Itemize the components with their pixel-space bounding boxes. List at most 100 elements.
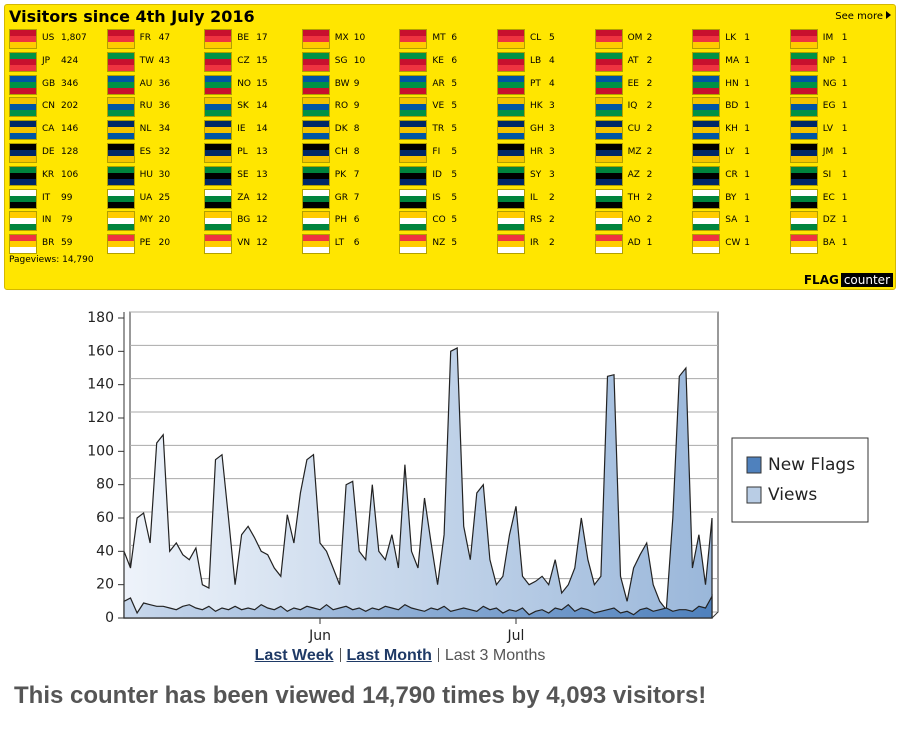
country-code: BD	[725, 101, 739, 112]
visitor-count: 5	[451, 192, 458, 203]
country-code: SY	[530, 169, 542, 180]
flag-icon	[399, 143, 428, 163]
y-tick-label: 60	[96, 510, 114, 526]
logo-flag: FLAG	[803, 273, 839, 287]
flag-icon	[301, 51, 330, 72]
country-code: BR	[42, 238, 55, 249]
flag-icon	[106, 97, 135, 118]
flag-icon	[204, 29, 233, 49]
flag-icon	[9, 120, 37, 141]
see-more-link[interactable]: See more	[835, 11, 891, 22]
flag-icon	[789, 74, 818, 95]
y-tick-label: 180	[87, 310, 114, 326]
current-range: Last 3 Months	[444, 647, 546, 664]
flag-icon	[301, 211, 330, 232]
visitor-count: 1	[744, 215, 750, 226]
country-code: LT	[334, 238, 345, 249]
visitor-count: 2	[646, 169, 653, 180]
chart: 0 20 40 60 80 100 120 140 160 180 Jun Jul New Flags…	[87, 310, 869, 644]
visitor-count: 2	[646, 78, 653, 89]
visitor-count: 346	[61, 78, 79, 89]
country-code: GB	[42, 78, 56, 89]
flag-icon	[399, 211, 428, 232]
flag-icon	[106, 165, 135, 186]
country-code: MA	[725, 55, 740, 66]
visitor-count: 2	[646, 215, 653, 226]
visitor-count: 32	[158, 147, 171, 157]
flag-icon	[301, 143, 330, 163]
visitor-count: 12	[256, 192, 268, 203]
link-last-week[interactable]: Last Week	[254, 647, 334, 664]
visitor-count: 13	[256, 169, 268, 180]
flag-icon	[399, 29, 428, 49]
flag-icon	[594, 51, 623, 72]
country-code: NG	[822, 78, 837, 89]
country-code: BE	[237, 33, 250, 43]
flag-icon	[497, 234, 525, 255]
legend-label: New Flags	[768, 455, 855, 475]
flag-icon	[399, 120, 428, 141]
country-code: MY	[139, 215, 153, 226]
flag-icon	[106, 234, 135, 255]
country-code: RU	[139, 101, 153, 112]
visitor-count: 1	[841, 101, 848, 112]
flag-icon	[497, 143, 525, 163]
flag-icon	[9, 74, 37, 95]
visitor-count: 13	[256, 147, 268, 157]
flag-icon	[594, 234, 623, 255]
flag-icon	[789, 29, 818, 49]
flag-icon	[204, 74, 233, 95]
country-code: EE	[627, 78, 639, 89]
visitor-count: 1	[744, 55, 750, 66]
flag-icon	[789, 143, 818, 163]
visitor-count: 3	[549, 147, 555, 157]
visitor-count: 1	[841, 147, 848, 157]
visitor-count: 15	[256, 55, 268, 66]
x-tick-label: Jul	[507, 628, 525, 644]
flag-icon	[106, 51, 135, 72]
link-last-month[interactable]: Last Month	[346, 647, 432, 664]
visitor-count: 14	[256, 101, 268, 112]
logo[interactable]: FLAG counter	[804, 273, 893, 287]
country-code: GR	[334, 192, 349, 203]
flag-icon	[594, 143, 623, 163]
visitor-count: 1	[744, 192, 750, 203]
country-code: BA	[822, 238, 836, 249]
flag-icon	[497, 211, 525, 232]
country-code: LV	[822, 124, 833, 135]
country-code: IE	[237, 124, 246, 135]
visitor-count: 1,807	[61, 33, 87, 43]
country-code: JM	[822, 147, 834, 157]
flag-icon	[789, 51, 818, 72]
x-tick-label: Jun	[308, 628, 331, 644]
visitor-count: 6	[353, 215, 360, 226]
flag-icon	[204, 188, 233, 209]
visitor-count: 2	[646, 192, 653, 203]
depth-edge	[711, 611, 719, 619]
visitor-count: 1	[744, 124, 750, 135]
visitor-count: 5	[451, 215, 458, 226]
visitor-count: 1	[841, 169, 848, 180]
visitor-count: 20	[158, 238, 171, 249]
flag-icon	[789, 97, 818, 118]
axes: 0 20 40 60 80 100 120 140 160 180 Jun Jul	[87, 310, 719, 644]
flag-icon	[204, 51, 233, 72]
flag-icon	[204, 97, 233, 118]
visitor-count: 2	[646, 101, 653, 112]
country-code: IS	[432, 192, 441, 203]
visitor-count: 1	[841, 55, 848, 66]
visitor-count: 34	[158, 124, 171, 135]
country-code: IL	[530, 192, 538, 203]
country-code: PT	[530, 78, 541, 89]
visitor-count: 9	[353, 101, 360, 112]
country-code: AZ	[627, 169, 640, 180]
country-code: KR	[42, 169, 55, 180]
visitor-count: 146	[61, 124, 79, 135]
country-code: NL	[139, 124, 152, 135]
visitor-count: 1	[841, 78, 848, 89]
flag-icon	[204, 211, 233, 232]
flag-icon	[106, 74, 135, 95]
visitor-count: 9	[353, 78, 360, 89]
legend-label: Views	[768, 485, 817, 505]
visitor-count: 36	[158, 78, 171, 89]
